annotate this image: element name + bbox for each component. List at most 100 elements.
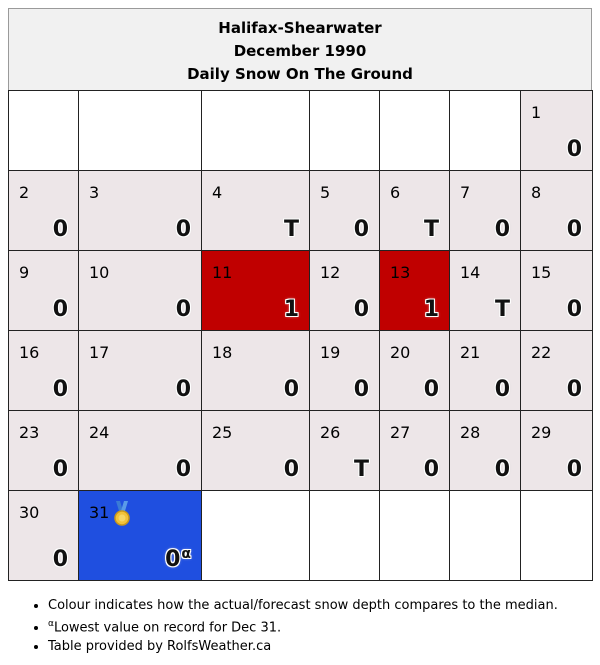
empty-day-cell [309, 490, 380, 581]
day-cell: 12 0 [309, 250, 380, 331]
calendar-week-row: 30 0 31 0α [8, 490, 593, 581]
snow-depth-value: 0 [494, 217, 510, 242]
day-number: 11 [212, 263, 233, 282]
day-number: 8 [531, 183, 542, 202]
month-year: December 1990 [233, 42, 367, 60]
day-cell: 22 0 [520, 330, 593, 411]
day-cell: 29 0 [520, 410, 593, 491]
day-number: 25 [212, 423, 233, 442]
snow-depth-value: 0 [566, 457, 582, 482]
day-number: 21 [460, 343, 481, 362]
day-number: 12 [320, 263, 341, 282]
snow-depth-value: 0 [52, 377, 68, 402]
snow-depth-value: 1 [283, 297, 299, 322]
snow-depth-value: T [353, 457, 369, 482]
day-cell: 17 0 [78, 330, 202, 411]
snow-depth-value: 0α [165, 546, 191, 572]
footnotes: Colour indicates how the actual/forecast… [30, 596, 558, 656]
snow-depth-value: 0 [566, 217, 582, 242]
empty-day-cell [449, 90, 521, 171]
day-cell: 15 0 [520, 250, 593, 331]
snow-depth-value: 0 [566, 377, 582, 402]
day-number: 15 [531, 263, 552, 282]
snow-depth-value: 0 [423, 377, 439, 402]
empty-day-cell [379, 490, 450, 581]
footnote-marker: α [48, 619, 54, 629]
snow-depth-value: T [283, 217, 299, 242]
calendar-week-row: 16 0 17 0 18 0 19 0 20 0 21 0 22 0 [8, 330, 593, 411]
empty-day-cell [520, 490, 593, 581]
day-number: 17 [89, 343, 110, 362]
empty-day-cell [449, 490, 521, 581]
calendar-week-row: 9 0 10 0 11 1 12 0 13 1 14 T 15 0 [8, 250, 593, 331]
footnote-colour: Colour indicates how the actual/forecast… [48, 596, 558, 615]
day-number: 4 [212, 183, 223, 202]
day-cell: 14 T [449, 250, 521, 331]
day-number: 1 [531, 103, 542, 122]
snow-depth-value: 0 [175, 217, 191, 242]
snow-depth-value: 0 [566, 137, 582, 162]
day-cell: 18 0 [201, 330, 310, 411]
day-number: 9 [19, 263, 30, 282]
empty-day-cell [201, 90, 310, 171]
day-cell: 13 1 [379, 250, 450, 331]
day-number: 13 [390, 263, 411, 282]
day-number: 2 [19, 183, 30, 202]
day-cell: 19 0 [309, 330, 380, 411]
empty-day-cell [309, 90, 380, 171]
day-number: 10 [89, 263, 110, 282]
day-cell: 31 0α [78, 490, 202, 581]
snow-depth-value: 0 [494, 457, 510, 482]
day-number: 29 [531, 423, 552, 442]
day-number: 14 [460, 263, 481, 282]
snow-depth-value: 0 [52, 297, 68, 322]
day-number: 19 [320, 343, 341, 362]
day-cell: 27 0 [379, 410, 450, 491]
day-cell: 25 0 [201, 410, 310, 491]
day-number: 24 [89, 423, 110, 442]
snow-depth-value: 0 [52, 457, 68, 482]
snow-depth-value: 0 [353, 297, 369, 322]
snow-depth-value: 0 [175, 457, 191, 482]
snow-depth-value: 0 [423, 457, 439, 482]
day-number: 3 [89, 183, 100, 202]
station-name: Halifax-Shearwater [218, 19, 382, 37]
day-number: 23 [19, 423, 40, 442]
day-cell: 16 0 [8, 330, 79, 411]
empty-day-cell [379, 90, 450, 171]
snow-depth-value: 1 [423, 297, 439, 322]
day-cell: 24 0 [78, 410, 202, 491]
day-number: 18 [212, 343, 233, 362]
day-number: 5 [320, 183, 331, 202]
day-cell: 20 0 [379, 330, 450, 411]
snow-depth-value: T [423, 217, 439, 242]
snow-depth-value: 0 [175, 377, 191, 402]
snow-depth-value: 0 [283, 457, 299, 482]
snow-depth-value: 0 [494, 377, 510, 402]
empty-day-cell [8, 90, 79, 171]
snow-depth-value: 0 [283, 377, 299, 402]
empty-day-cell [78, 90, 202, 171]
record-marker: α [181, 546, 191, 562]
snow-depth-value: 0 [353, 377, 369, 402]
medal-icon [114, 501, 130, 526]
snow-depth-value: 0 [52, 217, 68, 242]
calendar-subtitle: Daily Snow On The Ground [187, 65, 413, 83]
day-number: 30 [19, 503, 40, 522]
day-number: 20 [390, 343, 411, 362]
day-cell: 21 0 [449, 330, 521, 411]
day-cell: 28 0 [449, 410, 521, 491]
snow-depth-value: 0 [175, 297, 191, 322]
snow-depth-value: 0 [353, 217, 369, 242]
day-cell: 10 0 [78, 250, 202, 331]
day-cell: 26 T [309, 410, 380, 491]
day-number: 6 [390, 183, 401, 202]
